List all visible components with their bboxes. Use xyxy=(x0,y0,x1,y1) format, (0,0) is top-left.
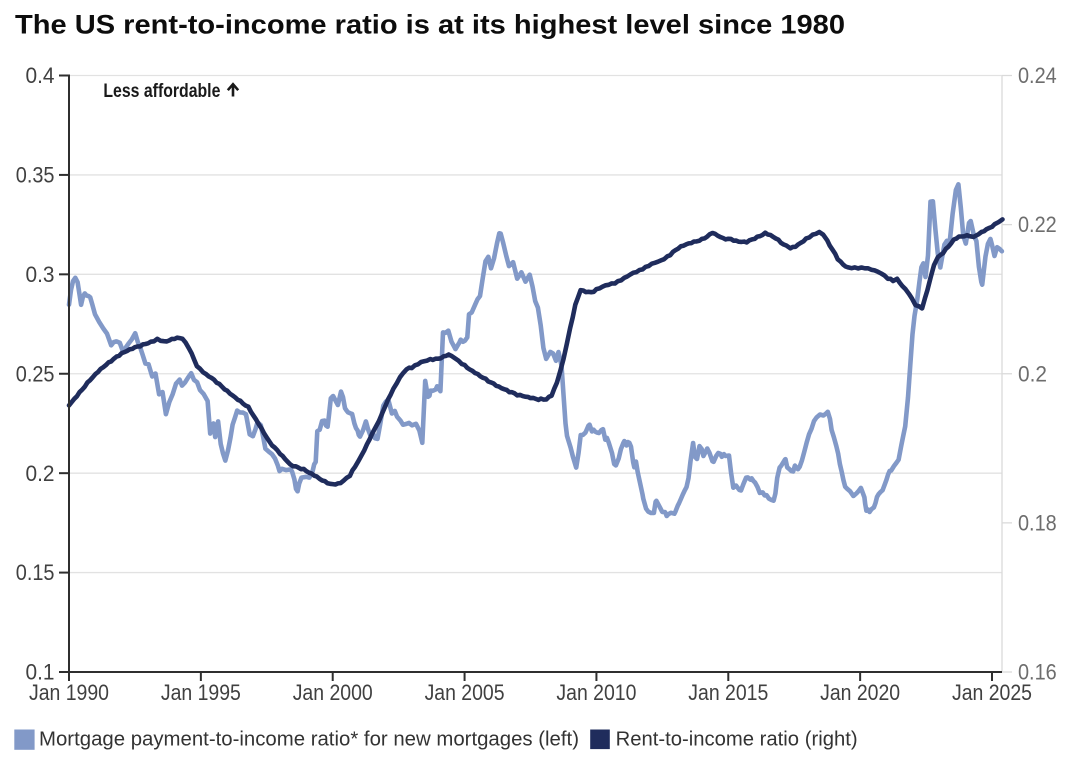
svg-text:Jan 1995: Jan 1995 xyxy=(161,680,241,705)
svg-text:0.15: 0.15 xyxy=(16,560,55,585)
svg-text:Jan 2000: Jan 2000 xyxy=(293,680,373,705)
svg-text:0.18: 0.18 xyxy=(1018,511,1057,536)
svg-text:Mortgage payment-to-income rat: Mortgage payment-to-income ratio* for ne… xyxy=(39,729,579,751)
svg-text:Less affordable: Less affordable xyxy=(103,81,220,102)
svg-text:Jan 2020: Jan 2020 xyxy=(820,680,900,705)
svg-text:Jan 2015: Jan 2015 xyxy=(688,680,768,705)
svg-text:0.1: 0.1 xyxy=(26,660,55,685)
svg-text:Jan 2010: Jan 2010 xyxy=(556,680,636,705)
svg-text:0.4: 0.4 xyxy=(26,63,55,88)
svg-text:Rent-to-income ratio (right): Rent-to-income ratio (right) xyxy=(616,729,858,751)
svg-text:0.35: 0.35 xyxy=(16,163,55,188)
svg-text:0.16: 0.16 xyxy=(1018,660,1057,685)
svg-text:0.22: 0.22 xyxy=(1018,212,1057,237)
svg-text:Jan 2005: Jan 2005 xyxy=(425,680,505,705)
svg-text:Jan 2025: Jan 2025 xyxy=(952,680,1032,705)
svg-text:0.24: 0.24 xyxy=(1018,63,1057,88)
svg-text:Jan 1990: Jan 1990 xyxy=(29,680,109,705)
svg-text:0.2: 0.2 xyxy=(26,461,55,486)
svg-text:0.2: 0.2 xyxy=(1018,361,1047,386)
svg-text:0.3: 0.3 xyxy=(26,262,55,287)
svg-text:The US rent-to-income ratio is: The US rent-to-income ratio is at its hi… xyxy=(15,10,845,40)
svg-text:0.25: 0.25 xyxy=(16,361,55,386)
